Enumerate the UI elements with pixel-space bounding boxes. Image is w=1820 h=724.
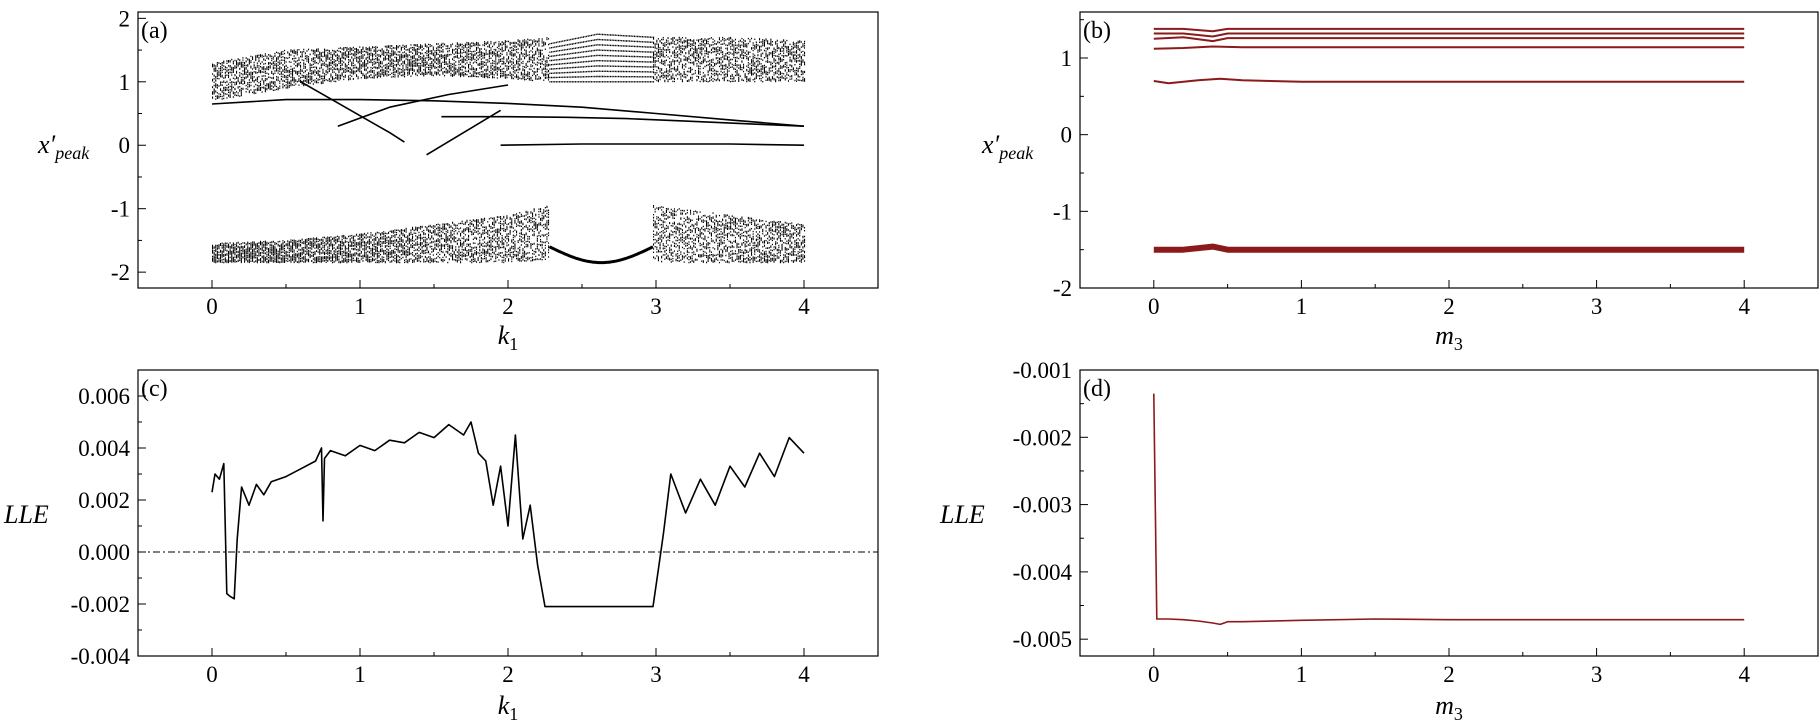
series-line-b-2	[1153, 36, 1745, 43]
series-line-a-9	[337, 84, 509, 127]
y-tick-label-a: -1	[111, 197, 130, 222]
series-dots-a-4	[653, 205, 806, 264]
y-axis-label-c: LLE	[3, 500, 49, 529]
y-tick-label-c: 0.004	[78, 436, 130, 461]
y-tick-label-a: 1	[119, 70, 131, 95]
plot-area-b	[1153, 27, 1745, 253]
y-tick-label-d: -0.003	[1013, 493, 1072, 518]
y-tick-label-d: -0.001	[1013, 358, 1072, 383]
panel-d: 0 1 2 3 4 -0.001 -0.002 -0.003 -0.004 -0.005 (d) m3…	[939, 358, 1819, 724]
y-tick-label-b: -2	[1053, 276, 1072, 301]
series-dots-a-1	[653, 36, 806, 83]
x-tick-label-d: 3	[1591, 662, 1603, 687]
series-line-a-8	[300, 81, 405, 143]
y-axis-label-d: LLE	[939, 500, 985, 529]
series-line-c-0	[211, 421, 805, 608]
series-line-b-3	[1153, 45, 1745, 50]
x-tick-label-b: 3	[1591, 294, 1603, 319]
x-tick-label-c: 4	[798, 662, 810, 687]
y-tick-label-d: -0.002	[1013, 425, 1072, 450]
panel-label-c: (c)	[141, 376, 168, 402]
panel-label-a: (a)	[141, 18, 168, 44]
series-line-a-7	[500, 143, 805, 146]
x-tick-label-c: 0	[206, 662, 218, 687]
x-tick-label-a: 0	[206, 294, 218, 319]
x-tick-label-d: 4	[1738, 662, 1750, 687]
x-tick-label-d: 0	[1148, 662, 1160, 687]
series-line-d-0	[1153, 393, 1745, 626]
series-dots-a-0	[212, 37, 550, 100]
x-tick-label-b: 0	[1148, 294, 1160, 319]
plot-area-c	[138, 421, 878, 608]
x-tick-label-a: 4	[798, 294, 810, 319]
y-tick-label-c: -0.002	[71, 592, 130, 617]
series-dots-a-3	[212, 205, 550, 264]
series-line-b-1	[1153, 32, 1745, 38]
panel-a: 0 1 2 3 4 -2 -1 0 1 2 (a) k1 x′peak	[37, 6, 879, 354]
y-tick-label-d: -0.004	[1013, 560, 1073, 585]
y-tick-label-d: -0.005	[1013, 627, 1072, 652]
panel-c: 0 1 2 3 4 -0.004 -0.002 0.000 0.002 0.004 0.006 (c)…	[3, 369, 879, 724]
y-tick-label-a: 0	[119, 133, 131, 158]
plot-frame-d	[1079, 369, 1819, 657]
x-tick-label-b: 2	[1443, 294, 1455, 319]
series-arc-a-5	[548, 245, 654, 265]
series-line-a-10	[426, 109, 502, 156]
panel-b: 0 1 2 3 4 -2 -1 0 1 (b) m3 x′peak	[981, 11, 1819, 354]
y-axis-label-a: x′peak	[37, 130, 90, 163]
x-axis-label-c: k1	[498, 691, 519, 724]
x-tick-label-b: 4	[1738, 294, 1750, 319]
x-tick-label-c: 1	[354, 662, 366, 687]
y-tick-label-b: -1	[1053, 199, 1072, 224]
y-tick-label-c: 0.000	[78, 540, 130, 565]
x-tick-label-d: 1	[1296, 662, 1308, 687]
series-line-b-4	[1153, 77, 1745, 85]
plot-area-a	[211, 33, 806, 265]
series-line-b-5	[1153, 243, 1745, 253]
y-axis-label-b: x′peak	[981, 130, 1034, 163]
x-tick-label-b: 1	[1296, 294, 1308, 319]
x-axis-label-b: m3	[1435, 321, 1463, 354]
x-tick-label-a: 1	[354, 294, 366, 319]
y-tick-label-b: 0	[1061, 123, 1073, 148]
x-tick-label-a: 3	[650, 294, 662, 319]
x-tick-label-c: 3	[650, 662, 662, 687]
x-tick-label-d: 2	[1443, 662, 1455, 687]
y-tick-label-c: -0.004	[71, 644, 131, 669]
y-tick-label-a: -2	[111, 260, 130, 285]
plot-frame-a	[137, 11, 879, 289]
series-dots-a-2	[549, 33, 655, 83]
plot-frame-c	[137, 369, 879, 657]
y-tick-label-a: 2	[119, 6, 131, 31]
x-tick-label-c: 2	[502, 662, 514, 687]
x-axis-label-a: k1	[498, 321, 519, 354]
panel-label-d: (d)	[1083, 376, 1111, 402]
series-line-b-0	[1153, 27, 1745, 33]
series-line-a-11	[441, 115, 805, 127]
panel-label-b: (b)	[1083, 18, 1111, 44]
x-axis-label-d: m3	[1435, 691, 1463, 724]
x-tick-label-a: 2	[502, 294, 514, 319]
plot-area-d	[1153, 393, 1745, 626]
series-line-a-6	[211, 98, 805, 127]
y-tick-label-c: 0.002	[78, 488, 130, 513]
y-tick-label-b: 1	[1061, 46, 1073, 71]
y-tick-label-c: 0.006	[78, 384, 130, 409]
